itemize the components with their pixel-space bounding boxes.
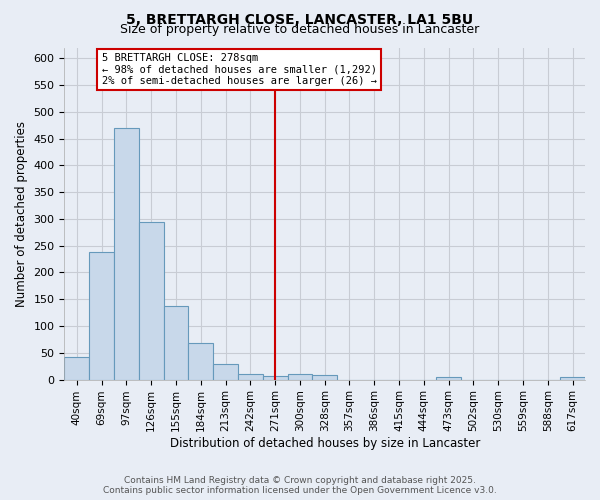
Y-axis label: Number of detached properties: Number of detached properties [15,120,28,306]
Bar [64,357,89,380]
Bar [89,252,114,380]
Bar [263,376,287,380]
Bar [287,374,313,380]
Bar [436,378,461,380]
Bar [114,128,139,380]
Bar [560,378,585,380]
Text: 5, BRETTARGH CLOSE, LANCASTER, LA1 5BU: 5, BRETTARGH CLOSE, LANCASTER, LA1 5BU [127,12,473,26]
Bar [213,364,238,380]
Bar [238,374,263,380]
Bar [313,376,337,380]
Text: Size of property relative to detached houses in Lancaster: Size of property relative to detached ho… [121,22,479,36]
Bar [139,222,164,380]
X-axis label: Distribution of detached houses by size in Lancaster: Distribution of detached houses by size … [170,437,480,450]
Text: Contains HM Land Registry data © Crown copyright and database right 2025.
Contai: Contains HM Land Registry data © Crown c… [103,476,497,495]
Bar [164,306,188,380]
Bar [188,343,213,380]
Text: 5 BRETTARGH CLOSE: 278sqm
← 98% of detached houses are smaller (1,292)
2% of sem: 5 BRETTARGH CLOSE: 278sqm ← 98% of detac… [101,53,377,86]
